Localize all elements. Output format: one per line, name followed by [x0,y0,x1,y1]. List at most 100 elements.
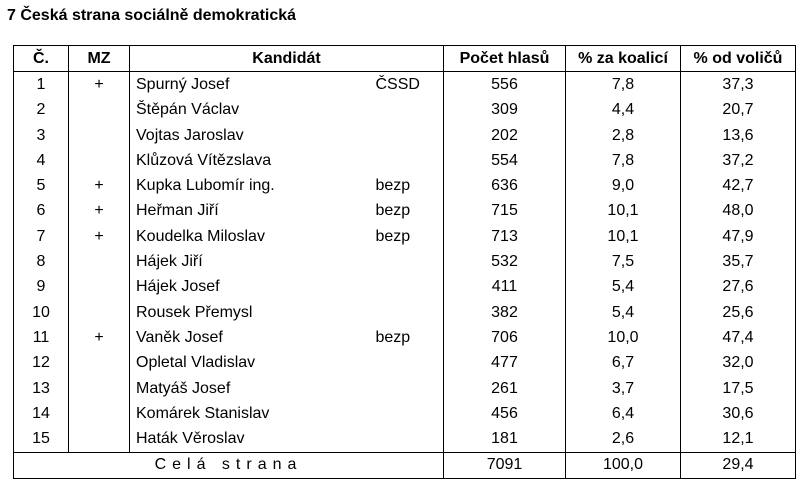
cell-pct-voters: 17,5 [680,375,796,402]
cell-num: 14 [13,401,69,427]
cell-votes: 202 [443,122,566,149]
table-row: 7 + Koudelka Miloslav bezp 713 10,1 47,9 [13,224,796,250]
table-row: 15 Haták Věroslav 181 2,6 12,1 [13,426,796,453]
cell-candidate-name: Vaněk Josef [129,325,370,351]
cell-party: ČSSD [369,71,444,98]
cell-candidate-name: Spurný Josef [129,71,370,98]
cell-pct-coalition: 2,6 [565,426,681,453]
cell-candidate-name: Hájek Josef [129,274,370,300]
cell-pct-coalition: 10,1 [565,198,681,225]
cell-votes: 554 [443,148,566,174]
header-candidate: Kandidát [129,44,444,73]
results-table: Č. MZ Kandidát Počet hlasů % za koalicí … [13,44,796,480]
cell-pct-voters: 30,6 [680,401,796,427]
page-title: 7 Česká strana sociálně demokratická [7,7,297,24]
cell-pct-coalition: 9,0 [565,173,681,199]
cell-candidate-name: Štěpán Václav [129,97,370,123]
cell-num: 8 [13,249,69,275]
table-row: 13 Matyáš Josef 261 3,7 17,5 [13,375,796,402]
cell-pct-coalition: 6,4 [565,401,681,427]
cell-pct-coalition: 7,8 [565,71,681,98]
cell-pct-voters: 37,3 [680,71,796,98]
table-row: 4 Klůzová Vítězslava 554 7,8 37,2 [13,148,796,174]
cell-votes: 532 [443,249,566,275]
cell-num: 2 [13,97,69,123]
cell-pct-voters: 12,1 [680,426,796,453]
cell-party [369,401,444,427]
total-pct-voters: 29,4 [680,451,796,480]
cell-num: 10 [13,299,69,326]
table-row: 10 Rousek Přemysl 382 5,4 25,6 [13,299,796,326]
cell-party [369,97,444,123]
cell-votes: 456 [443,401,566,427]
total-label: Celá strana [13,451,444,480]
cell-candidate-name: Komárek Stanislav [129,401,370,427]
cell-num: 9 [13,274,69,300]
cell-votes: 713 [443,224,566,250]
cell-num: 7 [13,224,69,250]
cell-party [369,274,444,300]
table-header-row: Č. MZ Kandidát Počet hlasů % za koalicí … [13,44,796,73]
cell-pct-coalition: 2,8 [565,122,681,149]
cell-party: bezp [369,224,444,250]
cell-mz [68,97,130,123]
cell-num: 11 [13,325,69,351]
cell-pct-voters: 25,6 [680,299,796,326]
cell-votes: 636 [443,173,566,199]
cell-pct-coalition: 10,1 [565,224,681,250]
cell-pct-voters: 27,6 [680,274,796,300]
total-pct-coalition: 100,0 [565,451,681,480]
cell-party [369,350,444,376]
cell-pct-voters: 42,7 [680,173,796,199]
cell-num: 13 [13,375,69,402]
cell-candidate-name: Kupka Lubomír ing. [129,173,370,199]
cell-num: 3 [13,122,69,149]
cell-num: 12 [13,350,69,376]
table-row: 12 Opletal Vladislav 477 6,7 32,0 [13,350,796,376]
cell-votes: 382 [443,299,566,326]
cell-num: 1 [13,71,69,98]
cell-pct-coalition: 10,0 [565,325,681,351]
cell-num: 4 [13,148,69,174]
cell-candidate-name: Opletal Vladislav [129,350,370,376]
cell-candidate-name: Vojtas Jaroslav [129,122,370,149]
header-pct-coalition: % za koalicí [565,44,681,73]
cell-party [369,375,444,402]
cell-pct-voters: 32,0 [680,350,796,376]
cell-pct-coalition: 5,4 [565,274,681,300]
cell-pct-voters: 47,4 [680,325,796,351]
cell-votes: 715 [443,198,566,225]
cell-mz: + [68,224,130,250]
cell-party [369,299,444,326]
cell-candidate-name: Hájek Jiří [129,249,370,275]
cell-party [369,249,444,275]
table-row: 6 + Heřman Jiří bezp 715 10,1 48,0 [13,198,796,225]
cell-mz: + [68,71,130,98]
cell-candidate-name: Klůzová Vítězslava [129,148,370,174]
header-mz: MZ [68,44,130,73]
cell-pct-coalition: 4,4 [565,97,681,123]
table-row: 2 Štěpán Václav 309 4,4 20,7 [13,97,796,123]
cell-pct-coalition: 7,5 [565,249,681,275]
cell-mz [68,148,130,174]
cell-pct-coalition: 7,8 [565,148,681,174]
cell-votes: 411 [443,274,566,300]
cell-pct-voters: 47,9 [680,224,796,250]
cell-party: bezp [369,325,444,351]
cell-mz [68,274,130,300]
table-row: 8 Hájek Jiří 532 7,5 35,7 [13,249,796,275]
cell-pct-voters: 37,2 [680,148,796,174]
cell-votes: 477 [443,350,566,376]
cell-mz [68,299,130,326]
header-pct-voters: % od voličů [680,44,796,73]
cell-candidate-name: Haták Věroslav [129,426,370,453]
table-row: 3 Vojtas Jaroslav 202 2,8 13,6 [13,122,796,149]
cell-mz [68,350,130,376]
cell-votes: 309 [443,97,566,123]
table-body: 1 + Spurný Josef ČSSD 556 7,8 37,3 2 Štěpán Václ… [13,71,796,453]
header-votes: Počet hlasů [443,44,566,73]
cell-mz: + [68,325,130,351]
cell-pct-coalition: 6,7 [565,350,681,376]
cell-mz [68,375,130,402]
header-num: Č. [13,44,69,73]
